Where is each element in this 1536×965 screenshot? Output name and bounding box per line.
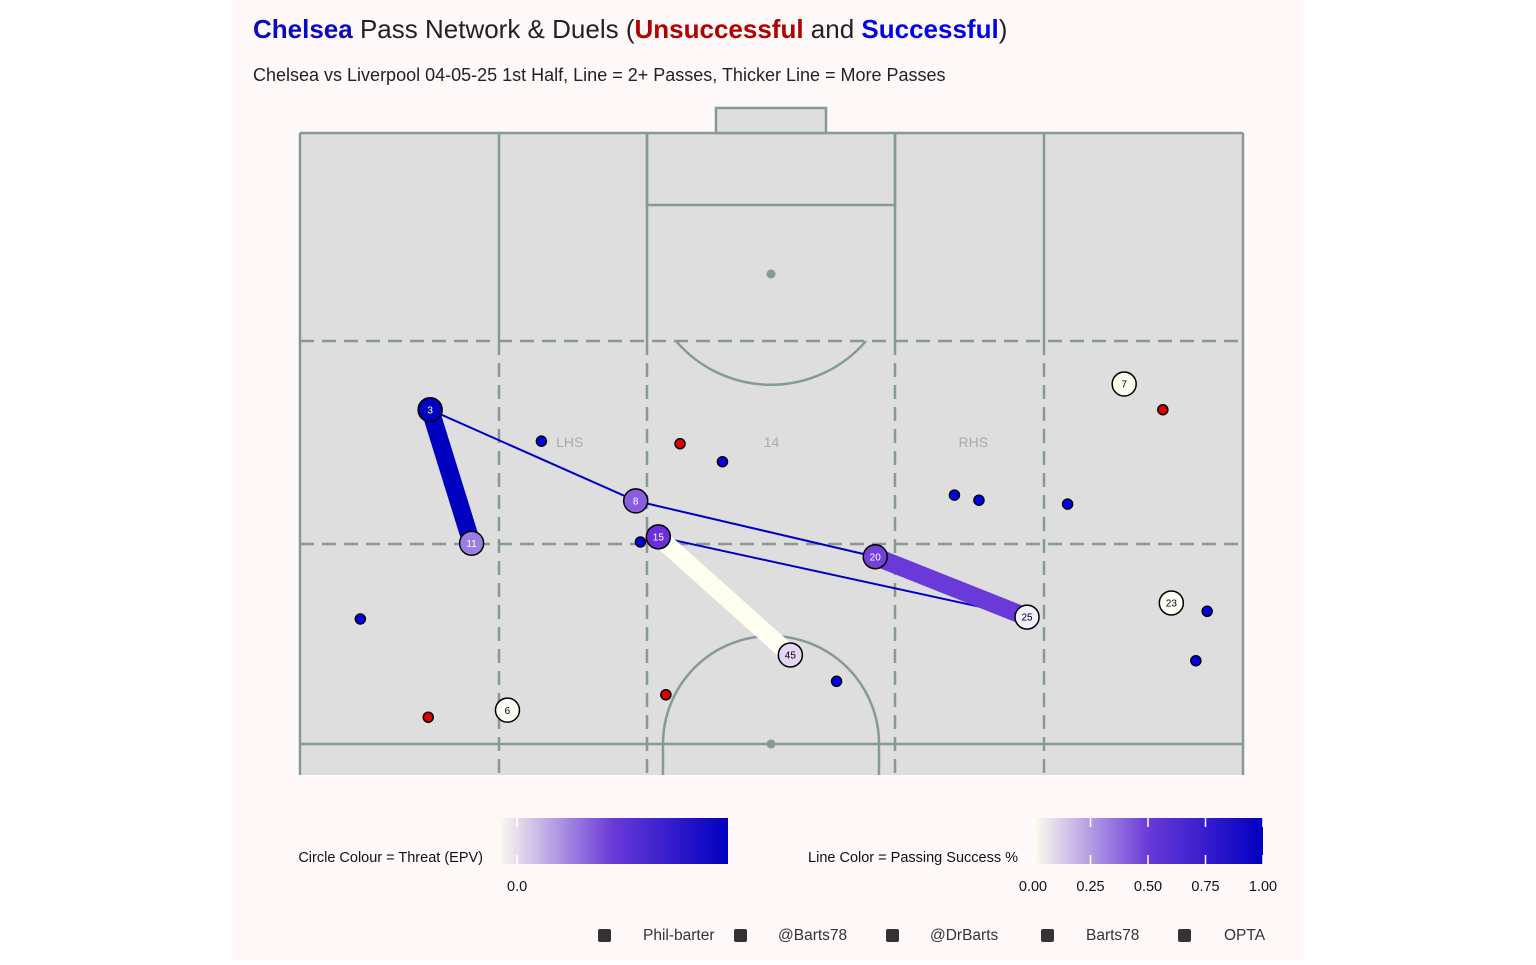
colorbar-title: Line Color = Passing Success % (808, 850, 1018, 866)
player-label: 11 (466, 539, 477, 550)
duel-point (660, 689, 672, 701)
pass-edge (871, 548, 1031, 626)
colorbar (497, 818, 728, 864)
credit-text: Barts78 (1086, 927, 1139, 944)
title-part: Pass Network & Duels ( (353, 14, 635, 44)
credit-icon (1041, 929, 1054, 942)
colorbar-tick-label: 0.00 (1019, 879, 1047, 895)
player-label: 7 (1121, 380, 1127, 391)
duel-point (716, 455, 729, 468)
player-label: 15 (653, 532, 665, 543)
colorbar-tick-label: 0.50 (1134, 879, 1162, 895)
player-node (494, 697, 521, 723)
colorbar-tick-label: 0.25 (1076, 879, 1104, 895)
penalty-box (645, 133, 897, 207)
player-node (1158, 590, 1185, 616)
duel-point (1157, 403, 1169, 416)
player-label: 20 (870, 552, 882, 563)
player-label: 23 (1166, 599, 1178, 610)
duel-point (1201, 605, 1213, 618)
duel-point (973, 494, 985, 506)
title-part: Successful (861, 14, 998, 44)
zone-label: 14 (764, 434, 780, 450)
player-label: 6 (505, 706, 511, 717)
player-label: 45 (785, 651, 797, 662)
credit-text: Phil-barter (643, 927, 715, 944)
penalty-spot (766, 269, 776, 279)
player-node (645, 524, 672, 550)
player-label: 25 (1021, 613, 1033, 624)
duel-point (830, 675, 843, 688)
zone-label: LHS (556, 434, 583, 450)
pass-edge (652, 530, 797, 662)
pass-edge (658, 535, 1028, 619)
player-node (862, 543, 888, 570)
colorbar-tick-label: 1.00 (1249, 879, 1277, 895)
pass-edge (429, 408, 637, 502)
chart-title: Chelsea Pass Network & Duels (Unsuccessf… (253, 14, 1007, 44)
pass-edge (635, 499, 876, 558)
credit-icon (886, 929, 899, 942)
duel-point (674, 437, 686, 450)
title-part: Unsuccessful (634, 14, 803, 44)
player-label: 3 (427, 405, 433, 416)
title-part: and (804, 14, 862, 44)
pitch (300, 133, 1243, 775)
credit-icon (598, 929, 611, 942)
player-label: 8 (633, 497, 639, 508)
centre-spot (766, 739, 776, 749)
title-part: Chelsea (253, 14, 353, 44)
duel-point (634, 536, 647, 548)
title-part: ) (999, 14, 1008, 44)
duel-point (354, 613, 367, 625)
duel-point (1190, 654, 1202, 667)
player-node (1111, 371, 1137, 397)
duel-point (948, 489, 961, 501)
duel-point (1061, 498, 1074, 510)
zone-label: RHS (959, 434, 989, 450)
duel-point (535, 435, 548, 447)
goal (714, 106, 828, 135)
credit-text: @Barts78 (778, 927, 847, 944)
player-node (777, 642, 804, 668)
credit-text: OPTA (1224, 927, 1266, 944)
credit-icon (1178, 929, 1191, 942)
player-node (1014, 604, 1040, 630)
penalty-arc (675, 340, 867, 387)
player-node (622, 488, 649, 514)
subtitle: Chelsea vs Liverpool 04-05-25 1st Half, … (253, 65, 946, 85)
player-node (458, 530, 485, 556)
colorbar-tick-label: 0.75 (1191, 879, 1219, 895)
colorbar-title: Circle Colour = Threat (EPV) (298, 850, 483, 866)
duel-point (422, 711, 434, 723)
credit-text: @DrBarts (930, 927, 999, 944)
player-node (417, 396, 443, 423)
colorbar-tick-label: 0.0 (507, 879, 527, 895)
pass-edge (421, 407, 481, 546)
credit-icon (734, 929, 747, 942)
